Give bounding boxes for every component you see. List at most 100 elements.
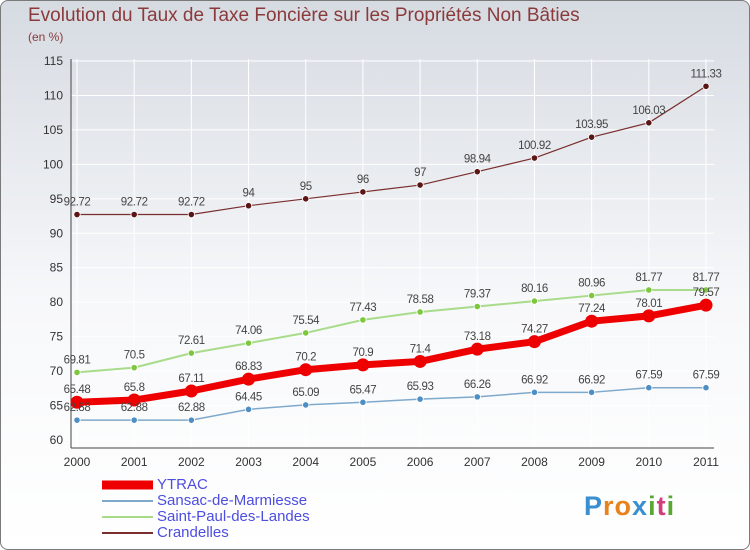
data-point-saint-paul-des-landes: [416, 308, 424, 316]
data-point-sansac-de-marmiesse: [588, 388, 596, 396]
data-point-sansac-de-marmiesse: [73, 416, 81, 424]
data-label-saint-paul-des-landes: 81.77: [635, 272, 662, 284]
x-tick-label: 2010: [635, 455, 662, 469]
data-label-ytrac: 65.48: [64, 384, 91, 396]
data-point-saint-paul-des-landes: [187, 349, 195, 357]
series-line-crandelles: [76, 85, 707, 216]
data-point-crandelles: [187, 210, 195, 219]
data-label-sansac-de-marmiesse: 65.09: [292, 387, 319, 399]
data-point-crandelles: [359, 188, 367, 196]
data-label-saint-paul-des-landes: 80.96: [578, 278, 605, 290]
data-label-ytrac: 70.9: [353, 347, 374, 359]
data-point-ytrac: [642, 309, 656, 323]
data-point-saint-paul-des-landes: [702, 286, 710, 294]
data-label-saint-paul-des-landes: 70.5: [124, 350, 145, 362]
data-label-saint-paul-des-landes: 69.81: [64, 354, 91, 366]
data-point-ytrac: [299, 363, 313, 377]
data-point-sansac-de-marmiesse: [702, 384, 710, 392]
proxiti-logo: Proxiti: [584, 491, 675, 522]
data-label-saint-paul-des-landes: 78.58: [407, 294, 434, 306]
legend-label: YTRAC: [157, 476, 208, 493]
y-tick-label: 65: [50, 399, 64, 413]
series-line-ytrac: [73, 301, 710, 406]
data-label-ytrac: 74.27: [521, 324, 548, 336]
data-label-sansac-de-marmiesse: 64.45: [235, 391, 262, 403]
data-label-saint-paul-des-landes: 79.37: [464, 289, 491, 301]
data-point-sansac-de-marmiesse: [359, 398, 367, 406]
legend-label: Sansac-de-Marmiesse: [157, 492, 308, 509]
data-point-crandelles: [73, 210, 81, 219]
y-tick-label: 85: [50, 261, 64, 275]
x-tick-label: 2005: [350, 455, 377, 469]
logo-letter: i: [666, 491, 676, 521]
data-label-sansac-de-marmiesse: 65.93: [407, 381, 434, 393]
data-label-ytrac: 71.4: [410, 343, 432, 355]
data-label-ytrac: 78.01: [635, 298, 662, 310]
data-label-ytrac: 77.24: [578, 303, 606, 315]
data-label-crandelles: 92.72: [121, 197, 148, 209]
y-tick-label: 70: [50, 364, 64, 378]
logo-letter: t: [656, 491, 667, 521]
data-point-ytrac: [470, 342, 484, 356]
y-tick-label: 115: [44, 54, 63, 68]
x-tick-label: 2006: [407, 455, 434, 469]
data-point-crandelles: [530, 154, 539, 162]
y-tick-label: 100: [43, 157, 63, 171]
data-point-ytrac: [184, 384, 198, 398]
data-point-ytrac: [127, 393, 141, 407]
series-line-sansac-de-marmiesse: [76, 386, 707, 421]
data-label-sansac-de-marmiesse: 62.88: [64, 402, 91, 414]
x-tick-label: 2007: [464, 455, 491, 469]
data-label-sansac-de-marmiesse: 65.47: [350, 384, 377, 396]
x-tick-label: 2011: [693, 455, 719, 469]
logo-letter: r: [603, 491, 615, 521]
data-label-crandelles: 111.33: [690, 68, 721, 80]
data-label-crandelles: 94: [243, 188, 256, 200]
data-label-saint-paul-des-landes: 75.54: [292, 315, 320, 327]
data-label-crandelles: 98.94: [464, 154, 492, 166]
data-point-ytrac: [356, 358, 370, 372]
data-point-crandelles: [302, 195, 310, 203]
logo-letter: P: [584, 491, 604, 521]
y-tick-label: 60: [50, 433, 64, 447]
x-tick-label: 2004: [292, 455, 319, 469]
data-label-sansac-de-marmiesse: 62.88: [121, 402, 148, 414]
data-label-saint-paul-des-landes: 72.61: [178, 335, 205, 347]
data-label-ytrac: 79.57: [693, 287, 720, 299]
data-label-sansac-de-marmiesse: 67.59: [635, 370, 662, 382]
data-point-crandelles: [588, 133, 596, 141]
data-label-ytrac: 73.18: [464, 331, 491, 343]
y-tick-label: 75: [50, 330, 64, 344]
y-tick-label: 95: [50, 192, 64, 206]
data-point-saint-paul-des-landes: [244, 339, 253, 347]
x-tick-label: 2002: [178, 455, 205, 469]
data-label-sansac-de-marmiesse: 66.92: [521, 374, 548, 386]
logo-letter: i: [648, 491, 657, 521]
data-label-saint-paul-des-landes: 80.16: [521, 283, 548, 295]
data-point-ytrac: [242, 372, 256, 386]
data-point-crandelles: [244, 202, 253, 210]
data-point-saint-paul-des-landes: [130, 364, 138, 372]
y-tick-label: 110: [44, 88, 63, 102]
data-label-saint-paul-des-landes: 77.43: [350, 302, 377, 314]
data-label-crandelles: 103.95: [575, 119, 608, 131]
x-tick-label: 2008: [521, 455, 548, 469]
logo-letter: o: [614, 491, 633, 521]
data-point-crandelles: [645, 119, 653, 127]
data-point-ytrac: [699, 298, 713, 312]
data-label-sansac-de-marmiesse: 66.92: [578, 374, 605, 386]
data-label-saint-paul-des-landes: 81.77: [693, 272, 720, 284]
data-label-sansac-de-marmiesse: 62.88: [178, 402, 205, 414]
data-point-ytrac: [70, 395, 84, 409]
data-point-saint-paul-des-landes: [530, 297, 539, 305]
data-point-ytrac: [585, 314, 599, 328]
data-label-crandelles: 95: [300, 181, 312, 193]
data-label-crandelles: 96: [357, 174, 369, 186]
data-point-crandelles: [416, 181, 424, 189]
x-tick-label: 2009: [578, 455, 605, 469]
data-point-saint-paul-des-landes: [73, 368, 81, 377]
y-tick-label: 80: [50, 295, 64, 309]
data-point-sansac-de-marmiesse: [645, 384, 653, 392]
